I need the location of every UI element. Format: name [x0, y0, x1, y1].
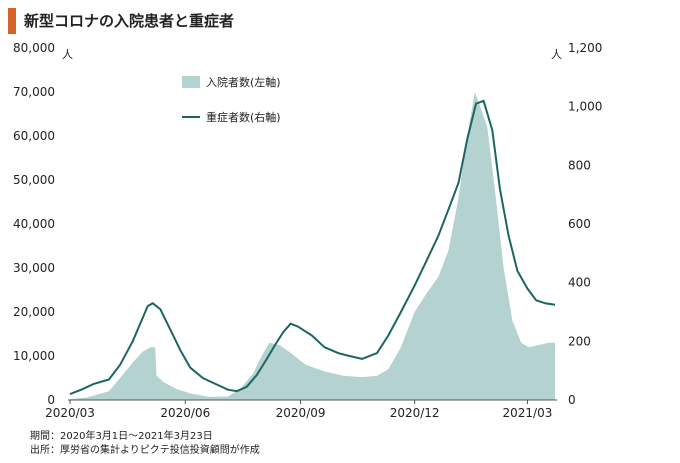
- right-tick-label: 200: [568, 334, 591, 348]
- source-note: 出所：厚労省の集計よりピクテ投信投資顧問が作成: [30, 445, 260, 456]
- left-tick-label: 30,000: [13, 261, 55, 275]
- legend-label-hospitalized: 入院者数(左軸): [206, 75, 281, 89]
- x-tick-label: 2021/03: [502, 406, 552, 420]
- legend-label-severe: 重症者数(右軸): [206, 110, 281, 124]
- hospitalized-area-layer: [70, 92, 555, 400]
- left-tick-label: 10,000: [13, 349, 55, 363]
- x-tick-label: 2020/03: [45, 406, 95, 420]
- series-area-hospitalized: [70, 92, 555, 400]
- right-axis-unit: 人: [551, 48, 562, 61]
- chart-title: 新型コロナの入院患者と重症者: [24, 12, 235, 30]
- left-tick-label: 70,000: [13, 85, 55, 99]
- right-tick-label: 600: [568, 217, 591, 231]
- title-accent-bar: [8, 8, 16, 34]
- left-tick-label: 80,000: [13, 41, 55, 55]
- right-tick-label: 1,000: [568, 100, 602, 114]
- left-tick-label: 20,000: [13, 305, 55, 319]
- right-tick-label: 1,200: [568, 41, 602, 55]
- period-note: 期間：2020年3月1日～2021年3月23日: [30, 431, 213, 442]
- series-line-severe: [69, 99, 556, 396]
- left-tick-label: 60,000: [13, 129, 55, 143]
- left-axis-unit: 人: [62, 48, 73, 61]
- right-tick-label: 0: [568, 393, 576, 407]
- left-tick-label: 50,000: [13, 173, 55, 187]
- left-tick-label: 40,000: [13, 217, 55, 231]
- left-tick-label: 0: [47, 393, 55, 407]
- legend: 入院者数(左軸) 重症者数(右軸): [182, 75, 281, 124]
- severe-line-layer: [69, 99, 556, 396]
- chart-footer: 期間：2020年3月1日～2021年3月23日 出所：厚労省の集計よりピクテ投信…: [30, 430, 260, 458]
- x-tick-label: 2020/12: [390, 406, 440, 420]
- legend-swatch-hospitalized: [182, 76, 200, 88]
- right-tick-label: 800: [568, 158, 591, 172]
- axis-layer: 0 10,000 20,000 30,000 40,000 50,000 60,000 70,…: [13, 41, 602, 420]
- x-tick-label: 2020/09: [276, 406, 326, 420]
- right-tick-label: 400: [568, 276, 591, 290]
- x-tick-label: 2020/06: [160, 406, 210, 420]
